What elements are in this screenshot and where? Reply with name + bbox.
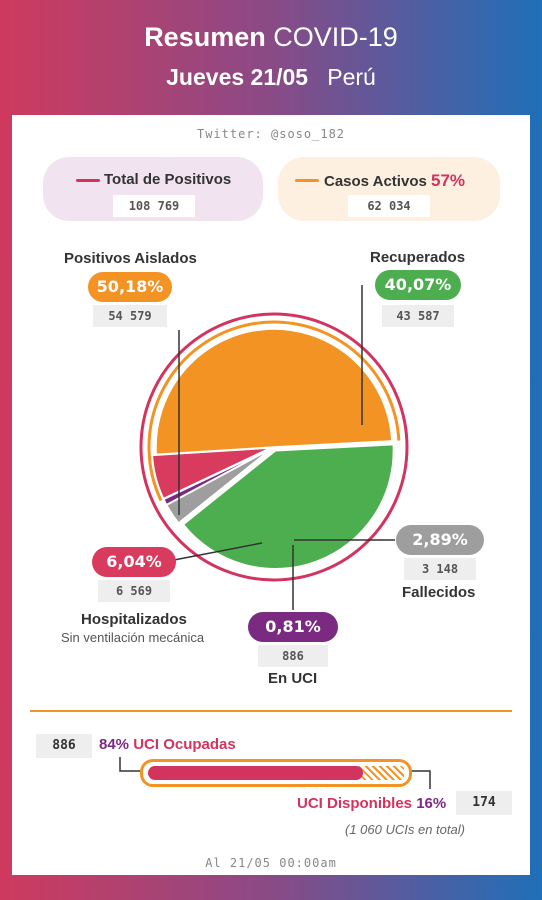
uci-bar-track [140,759,412,787]
label-fallecidos: Fallecidos [402,584,476,601]
uci-occupied-label: 84% UCI Ocupadas [99,736,236,753]
header: Resumen COVID-19 Jueves 21/05 Perú [0,0,542,115]
total-positivos-card: Total de Positivos 108 769 [43,157,263,221]
leader-lines [173,285,395,610]
uci-bar-occupied [148,766,364,780]
total-value: 108 769 [113,195,195,217]
label-aislados: Positivos Aislados [64,250,197,267]
country: Perú [327,64,376,90]
leader-hospitalizados [173,542,263,561]
pct-recuperados: 40,07% [375,270,461,300]
label-hospitalizados: Hospitalizados [81,611,187,628]
value-uci: 886 [258,645,328,667]
pie-chart [139,285,409,610]
casos-activos-card: Casos Activos 57% 62 034 [278,157,500,221]
uci-bar-available [357,766,404,780]
uci-connectors [119,757,431,789]
slice-hospitalizados [151,447,271,500]
page-subtitle: Jueves 21/05 Perú [0,64,542,91]
uci-occupied-value: 886 [36,734,92,758]
outer-ring [139,312,409,582]
value-aislados: 54 579 [93,305,167,327]
slice-recuperados [182,443,395,570]
pct-uci: 0,81% [248,612,338,642]
title-rest: COVID-19 [273,22,398,52]
uci-available-label: UCI Disponibles 16% [297,795,447,812]
divider [30,710,512,712]
uci-occupied-pct: 84% [99,736,130,753]
active-value: 62 034 [348,195,430,217]
uci-available-pct: 16% [416,795,447,812]
slice-uci [162,448,271,506]
page-title: Resumen COVID-19 [0,22,542,53]
value-fallecidos: 3 148 [404,558,476,580]
sub-hospitalizados: Sin ventilación mecánica [61,630,205,645]
slice-aislados [155,328,393,456]
active-label: Casos Activos 57% [324,171,466,190]
uci-total-note: (1 060 UCIs en total) [345,822,465,837]
footer-timestamp: Al 21/05 00:00am [205,856,337,870]
label-uci: En UCI [268,670,318,687]
pct-hospitalizados: 6,04% [92,547,176,577]
main-card: Twitter: @soso_182 Total de Positivos 10… [12,115,530,875]
report-date: Jueves 21/05 [166,64,309,90]
uci-available-value: 174 [456,791,512,815]
total-legend-line [76,179,100,182]
title-bold: Resumen [144,22,266,52]
total-label: Total de Positivos [104,171,232,188]
active-pct: 57% [431,171,466,190]
label-recuperados: Recuperados [370,249,466,266]
active-legend-line [295,179,319,182]
pct-fallecidos: 2,89% [396,525,484,555]
twitter-handle: Twitter: @soso_182 [196,127,346,141]
value-hospitalizados: 6 569 [98,580,170,602]
pct-aislados: 50,18% [88,272,172,302]
value-recuperados: 43 587 [382,305,454,327]
active-cases-arc [147,320,401,502]
